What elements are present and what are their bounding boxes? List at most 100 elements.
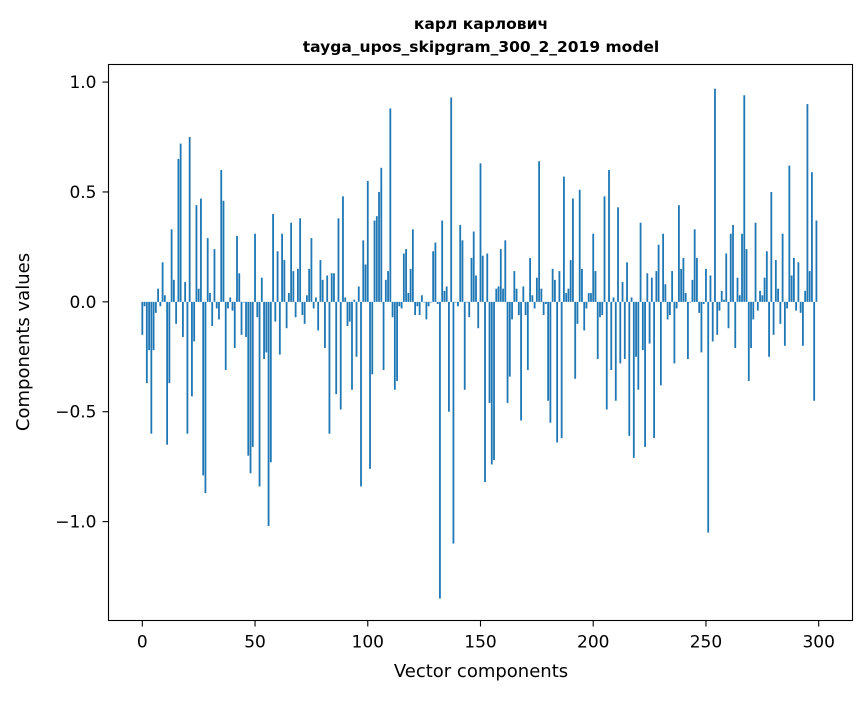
- bar-component-8: [159, 301, 162, 307]
- bar-component-256: [718, 301, 721, 311]
- bar-component-1: [143, 301, 146, 307]
- bar-component-191: [572, 198, 574, 302]
- bar-component-27: [202, 301, 205, 476]
- bar-component-193: [576, 301, 579, 324]
- bar-component-36: [222, 200, 225, 302]
- bar-component-254: [714, 88, 716, 302]
- bar-component-92: [348, 301, 351, 322]
- bar-component-201: [594, 271, 597, 302]
- bar-component-176: [538, 161, 541, 302]
- bar-component-18: [182, 301, 184, 337]
- bar-component-44: [240, 301, 243, 335]
- bar-component-165: [513, 271, 516, 302]
- bar-component-199: [590, 293, 592, 302]
- bar-component-202: [596, 301, 599, 359]
- bar-component-195: [581, 268, 583, 302]
- bar-component-118: [407, 293, 410, 302]
- bar-component-74: [308, 268, 311, 302]
- bar-component-187: [563, 176, 565, 302]
- bar-component-124: [420, 295, 423, 302]
- bar-component-233: [666, 301, 669, 320]
- bar-component-2: [145, 301, 148, 384]
- bar-component-128: [430, 301, 432, 303]
- bar-component-228: [655, 271, 658, 302]
- bar-component-196: [583, 301, 586, 331]
- bar-component-26: [200, 198, 202, 302]
- bar-component-142: [461, 240, 464, 302]
- bar-component-89: [342, 196, 344, 302]
- bar-component-178: [542, 301, 545, 316]
- bar-component-48: [249, 301, 252, 474]
- bar-component-158: [497, 286, 500, 302]
- bar-component-96: [357, 286, 360, 302]
- bar-component-76: [312, 301, 315, 309]
- bar-component-236: [673, 301, 676, 364]
- bar-component-168: [520, 301, 522, 421]
- bar-component-139: [454, 301, 457, 303]
- bar-component-190: [569, 260, 572, 302]
- bar-component-157: [495, 288, 498, 302]
- x-axis-label: Vector components: [394, 661, 568, 682]
- bar-component-281: [774, 260, 777, 302]
- bar-component-23: [193, 301, 196, 342]
- bar-component-47: [247, 301, 250, 456]
- bar-component-117: [405, 249, 407, 302]
- bar-component-129: [432, 251, 435, 302]
- bar-component-167: [517, 301, 520, 316]
- bar-component-290: [795, 301, 798, 311]
- bar-component-298: [813, 301, 816, 401]
- bar-component-108: [384, 279, 387, 302]
- bar-component-136: [448, 301, 450, 412]
- bar-component-221: [639, 222, 642, 302]
- bar-component-239: [680, 268, 683, 302]
- bar-component-22: [191, 301, 193, 397]
- bar-component-25: [197, 288, 200, 302]
- bar-component-127: [427, 301, 430, 307]
- bar-component-90: [344, 297, 347, 302]
- bar-component-251: [707, 301, 710, 533]
- bar-component-57: [269, 301, 272, 463]
- bar-component-257: [720, 290, 723, 302]
- bar-component-68: [294, 301, 297, 318]
- bar-component-267: [743, 95, 746, 302]
- bar-component-11: [166, 301, 169, 445]
- bar-component-6: [154, 301, 157, 313]
- bar-component-104: [375, 216, 378, 302]
- bar-component-42: [236, 235, 238, 302]
- bar-component-225: [648, 301, 651, 344]
- bar-component-59: [274, 301, 277, 322]
- bar-component-4: [150, 301, 153, 434]
- bar-component-69: [296, 268, 299, 302]
- bar-component-151: [481, 255, 484, 302]
- bars: [141, 88, 818, 599]
- bar-component-296: [808, 271, 811, 302]
- bar-component-205: [603, 196, 606, 302]
- bar-component-154: [488, 301, 491, 403]
- bar-component-16: [177, 159, 180, 302]
- bar-component-232: [664, 284, 667, 302]
- bar-component-186: [560, 301, 563, 439]
- bar-component-204: [601, 301, 604, 316]
- bar-component-113: [396, 301, 398, 381]
- bar-component-264: [736, 277, 739, 302]
- bar-component-83: [328, 301, 331, 434]
- bar-component-82: [326, 275, 329, 302]
- bar-component-237: [675, 301, 678, 309]
- bar-component-110: [389, 108, 392, 302]
- bar-component-103: [373, 220, 376, 302]
- bar-component-144: [466, 301, 468, 303]
- bar-component-150: [479, 163, 482, 302]
- bar-component-143: [463, 301, 466, 390]
- bar-component-293: [802, 301, 804, 346]
- bar-component-179: [544, 301, 547, 305]
- bar-component-99: [364, 264, 367, 302]
- bar-component-91: [346, 301, 349, 327]
- bar-component-268: [745, 249, 748, 302]
- bar-component-230: [659, 301, 662, 386]
- bar-component-180: [547, 301, 550, 401]
- bar-component-58: [272, 213, 274, 302]
- bar-component-183: [554, 279, 556, 302]
- bar-component-206: [605, 301, 608, 410]
- bar-component-220: [637, 301, 640, 390]
